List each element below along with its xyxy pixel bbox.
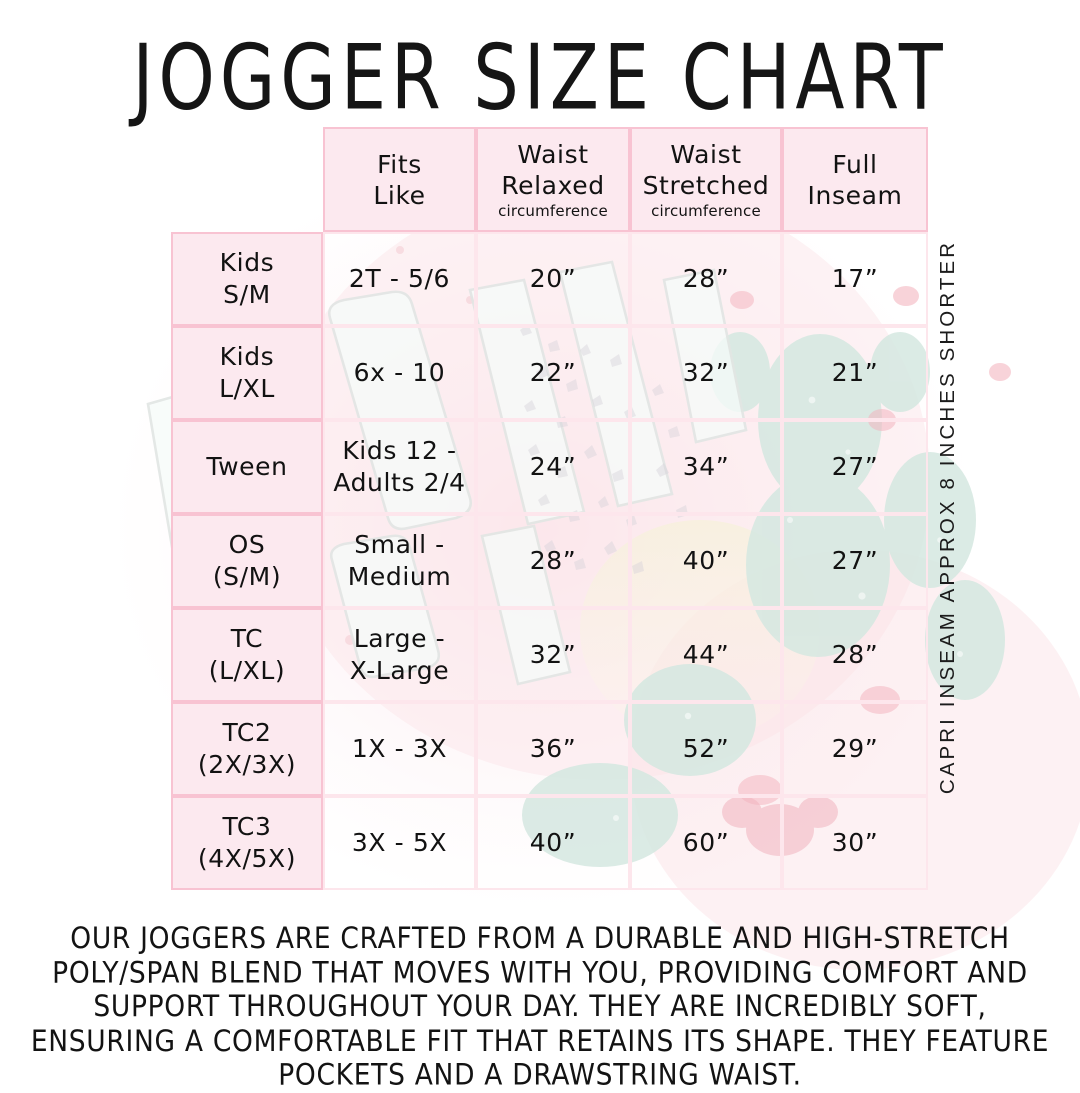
header-line-1: Fits xyxy=(377,149,422,179)
product-description: OUR JOGGERS ARE CRAFTED FROM A DURABLE A… xyxy=(0,920,1080,1093)
header-line-1: Full xyxy=(832,149,878,179)
size-line-1: TC2 xyxy=(222,718,272,747)
fits-line-1: Large - xyxy=(353,624,446,653)
cell-waist-relaxed: 28” xyxy=(476,514,630,608)
cell-waist-stretched: 44” xyxy=(630,608,782,702)
header-line-2: Like xyxy=(373,180,426,210)
cell-fits-like: Kids 12 - Adults 2/4 xyxy=(323,420,476,514)
column-header-full-inseam: Full Inseam xyxy=(782,127,928,232)
cell-fits-like: 3X - 5X xyxy=(323,796,476,890)
table-row: TC3 (4X/5X) 3X - 5X 40” 60” 30” xyxy=(171,796,928,890)
fits-line-1: Kids 12 - xyxy=(342,436,457,465)
table-header-row: Fits Like Waist Relaxed circumference Wa… xyxy=(171,127,928,232)
fits-line-1: Small - xyxy=(354,530,445,559)
table-row: TC2 (2X/3X) 1X - 3X 36” 52” 29” xyxy=(171,702,928,796)
column-header-fits-like: Fits Like xyxy=(323,127,476,232)
header-line-1: Waist xyxy=(670,139,742,169)
row-size-label: Kids S/M xyxy=(171,232,323,326)
table-row: OS (S/M) Small - Medium 28” 40” 27” xyxy=(171,514,928,608)
cell-waist-stretched: 28” xyxy=(630,232,782,326)
cell-waist-relaxed: 40” xyxy=(476,796,630,890)
cell-waist-stretched: 60” xyxy=(630,796,782,890)
row-size-label: Kids L/XL xyxy=(171,326,323,420)
cell-waist-relaxed: 36” xyxy=(476,702,630,796)
cell-fits-like: Small - Medium xyxy=(323,514,476,608)
cell-full-inseam: 17” xyxy=(782,232,928,326)
header-line-2: Stretched xyxy=(642,170,770,200)
size-line-2: S/M xyxy=(223,280,271,309)
fits-line-2: Adults 2/4 xyxy=(333,468,466,497)
capri-inseam-note: CAPRI INSEAM APPROX 8 INCHES SHORTER xyxy=(913,222,983,812)
cell-waist-relaxed: 20” xyxy=(476,232,630,326)
description-line: POLY/SPAN BLEND THAT MOVES WITH YOU, PRO… xyxy=(52,955,1028,990)
description-line: OUR JOGGERS ARE CRAFTED FROM A DURABLE A… xyxy=(70,920,1010,956)
cell-fits-like: 1X - 3X xyxy=(323,702,476,796)
fits-line-2: Medium xyxy=(347,562,452,591)
size-line-1: OS xyxy=(228,530,266,559)
row-size-label: OS (S/M) xyxy=(171,514,323,608)
row-size-label: TC (L/XL) xyxy=(171,608,323,702)
cell-fits-like: 2T - 5/6 xyxy=(323,232,476,326)
size-line-2: (L/XL) xyxy=(208,656,286,685)
cell-full-inseam: 21” xyxy=(782,326,928,420)
cell-full-inseam: 30” xyxy=(782,796,928,890)
description-line: ENSURING A COMFORTABLE FIT THAT RETAINS … xyxy=(30,1023,1050,1059)
cell-full-inseam: 27” xyxy=(782,514,928,608)
header-line-1: Waist xyxy=(517,139,589,169)
table-row: Tween Kids 12 - Adults 2/4 24” 34” 27” xyxy=(171,420,928,514)
cell-waist-relaxed: 24” xyxy=(476,420,630,514)
fits-line-1: 6x - 10 xyxy=(353,358,446,387)
cell-waist-relaxed: 32” xyxy=(476,608,630,702)
cell-waist-stretched: 52” xyxy=(630,702,782,796)
fits-line-2: X-Large xyxy=(349,656,450,685)
header-subtext: circumference xyxy=(651,201,761,220)
row-size-label: Tween xyxy=(171,420,323,514)
header-subtext: circumference xyxy=(498,201,608,220)
row-size-label: TC2 (2X/3X) xyxy=(171,702,323,796)
header-line-2: Inseam xyxy=(807,180,903,210)
cell-full-inseam: 29” xyxy=(782,702,928,796)
size-line-2: (4X/5X) xyxy=(197,844,297,873)
fits-line-1: 3X - 5X xyxy=(351,828,448,857)
cell-fits-like: 6x - 10 xyxy=(323,326,476,420)
cell-waist-stretched: 32” xyxy=(630,326,782,420)
table-row: Kids L/XL 6x - 10 22” 32” 21” xyxy=(171,326,928,420)
size-line-2: L/XL xyxy=(219,374,275,403)
description-line: POCKETS AND A DRAWSTRING WAIST. xyxy=(278,1057,802,1093)
size-line-2: (2X/3X) xyxy=(197,750,297,779)
row-size-label: TC3 (4X/5X) xyxy=(171,796,323,890)
size-line-1: TC xyxy=(230,624,264,653)
jogger-size-chart-table: Fits Like Waist Relaxed circumference Wa… xyxy=(171,127,928,890)
cell-waist-stretched: 34” xyxy=(630,420,782,514)
size-line-1: Kids xyxy=(219,248,275,277)
header-line-2: Relaxed xyxy=(501,170,605,200)
cell-fits-like: Large - X-Large xyxy=(323,608,476,702)
cell-full-inseam: 27” xyxy=(782,420,928,514)
fits-line-1: 2T - 5/6 xyxy=(348,264,451,293)
size-line-2: (S/M) xyxy=(212,562,282,591)
table-corner-cell xyxy=(171,127,323,232)
column-header-waist-relaxed: Waist Relaxed circumference xyxy=(476,127,630,232)
size-line-1: Tween xyxy=(206,452,288,481)
size-line-1: Kids xyxy=(219,342,275,371)
cell-full-inseam: 28” xyxy=(782,608,928,702)
table-row: TC (L/XL) Large - X-Large 32” 44” 28” xyxy=(171,608,928,702)
cell-waist-relaxed: 22” xyxy=(476,326,630,420)
column-header-waist-stretched: Waist Stretched circumference xyxy=(630,127,782,232)
description-line: SUPPORT THROUGHOUT YOUR DAY. THEY ARE IN… xyxy=(93,989,987,1024)
capri-inseam-note-text: CAPRI INSEAM APPROX 8 INCHES SHORTER xyxy=(936,239,959,795)
cell-waist-stretched: 40” xyxy=(630,514,782,608)
fits-line-1: 1X - 3X xyxy=(351,734,448,763)
page-title: JOGGER SIZE CHART xyxy=(132,25,948,131)
table-row: Kids S/M 2T - 5/6 20” 28” 17” xyxy=(171,232,928,326)
size-line-1: TC3 xyxy=(222,812,272,841)
